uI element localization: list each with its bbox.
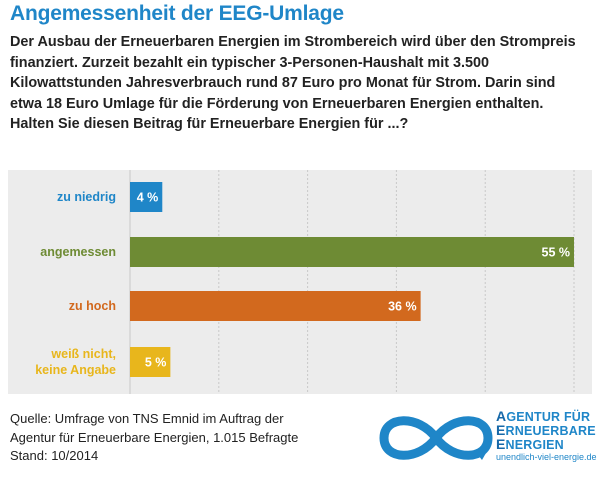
source-note: Quelle: Umfrage von TNS Emnid im Auftrag… <box>10 410 298 466</box>
bar <box>130 237 574 267</box>
value-label: 55 % <box>542 246 571 260</box>
survey-question: Der Ausbau der Erneuerbaren Energien im … <box>10 34 576 132</box>
value-label: 4 % <box>137 191 159 205</box>
source-line-2: Agentur für Erneuerbare Energien, 1.015 … <box>10 429 299 445</box>
source-line-1: Quelle: Umfrage von TNS Emnid im Auftrag… <box>10 411 284 426</box>
logo-line-2: ERNEUERBARE <box>496 422 596 438</box>
value-label: 36 % <box>388 300 417 314</box>
infinity-logo-icon <box>379 416 493 460</box>
page-title: Angemessenheit der EEG-Umlage <box>10 2 344 25</box>
category-label: angemessen <box>40 245 116 259</box>
bar <box>130 291 421 321</box>
bar <box>130 347 171 377</box>
source-line-3: Stand: 10/2014 <box>10 448 99 463</box>
chart-panel: zu niedrig 4 % angemessen 55 % zu hoch 36 % we… <box>8 170 592 394</box>
category-label: zu niedrig <box>57 190 116 204</box>
category-label: weiß nicht, keine Angabe <box>35 347 116 377</box>
value-label: 5 % <box>145 356 167 370</box>
bar-chart: zu niedrig 4 % angemessen 55 % zu hoch 36 % we… <box>35 170 575 394</box>
bar <box>130 182 163 212</box>
logo-line-3: ENERGIEN <box>496 436 564 452</box>
logo-line-1: AGENTUR FÜR <box>496 408 591 424</box>
logo-wordmark: AGENTUR FÜR ERNEUERBARE ENERGIEN <box>496 408 596 452</box>
category-label: zu hoch <box>69 299 116 313</box>
logo-url: unendlich-viel-energie.de <box>496 452 597 462</box>
